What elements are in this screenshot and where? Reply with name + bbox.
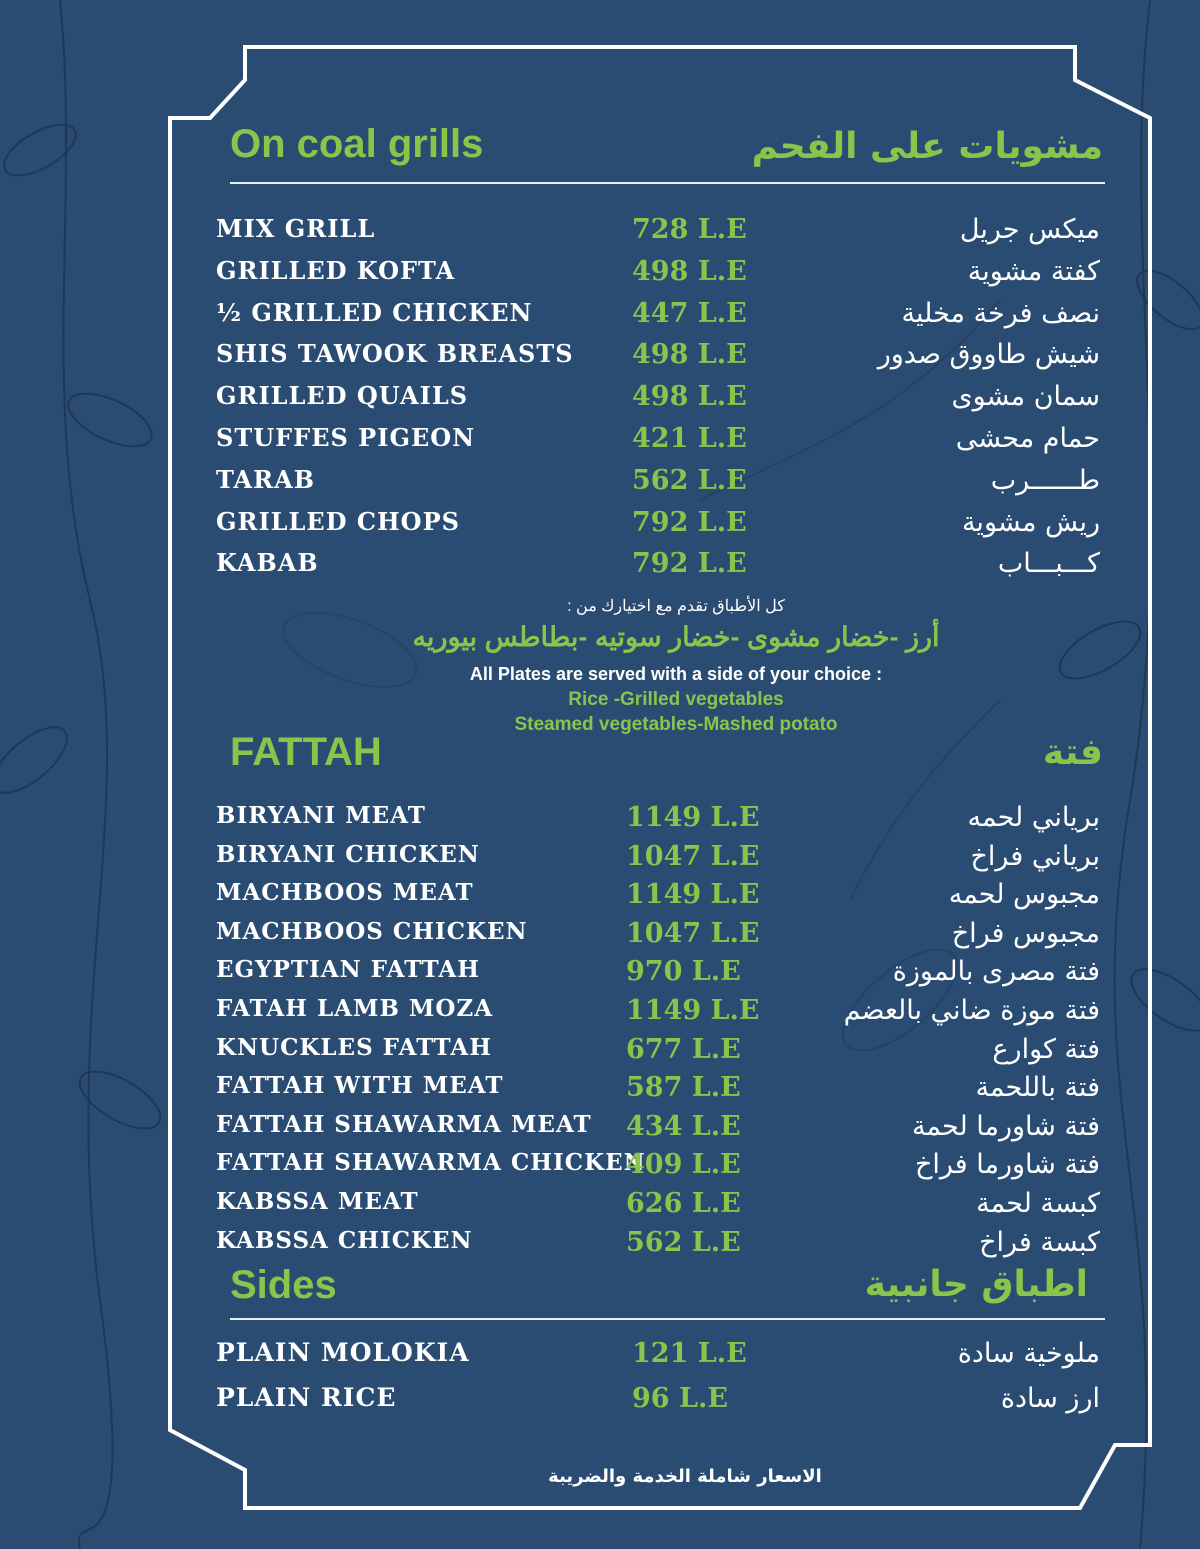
item-price: 728 L.E: [632, 214, 747, 245]
item-price: 792 L.E: [632, 548, 747, 580]
sides-note-ar: كل الأطباق تقدم مع اختيارك من :: [567, 598, 785, 615]
item-name-en: KABSSA MEAT: [216, 1188, 419, 1215]
item-name-ar: فتة موزة ضاني بالعضم: [843, 995, 1100, 1026]
item-name-en: BIRYANI MEAT: [216, 802, 426, 829]
prices-include-service-note: الاسعار شاملة الخدمة والضريبة: [548, 1466, 822, 1487]
item-name-ar: ريش مشوية: [961, 506, 1100, 538]
sides-options-en-1: Rice -Grilled vegetables: [568, 689, 784, 710]
item-price: 1149 L.E: [626, 802, 760, 833]
grills-title-ar: مشويات على الفحم: [751, 126, 1103, 167]
item-name-en: BIRYANI CHICKEN: [216, 840, 480, 868]
item-name-en: KNUCKLES FATTAH: [216, 1033, 492, 1061]
item-name-en: GRILLED QUAILS: [216, 381, 469, 411]
item-name-en: KABSSA CHICKEN: [216, 1226, 473, 1254]
item-name-en: MACHBOOS CHICKEN: [216, 917, 528, 945]
fattah-title-ar: فتة: [1042, 732, 1103, 773]
item-name-ar: مجبوس فراخ: [951, 917, 1100, 949]
item-name-ar: ارز سادة: [1000, 1383, 1100, 1414]
item-price: 421 L.E: [632, 423, 747, 454]
item-price: 434 L.E: [626, 1110, 741, 1142]
item-name-en: SHIS TAWOOK BREASTS: [216, 339, 574, 369]
item-name-ar: ميكس جريل: [959, 214, 1100, 245]
item-name-en: KABAB: [216, 548, 319, 578]
item-name-ar: كـــبـــاب: [997, 548, 1100, 580]
item-name-ar: برياني فراخ: [970, 840, 1101, 872]
item-price: 587 L.E: [626, 1072, 741, 1104]
item-name-en: GRILLED CHOPS: [216, 506, 460, 536]
item-name-ar: مجبوس لحمه: [948, 879, 1100, 911]
item-name-ar: فتة شاورما لحمة: [911, 1110, 1100, 1142]
item-price: 562 L.E: [626, 1226, 741, 1258]
item-name-en: MIX GRILL: [216, 214, 376, 243]
item-price: 1149 L.E: [626, 995, 760, 1026]
item-price: 1047 L.E: [626, 840, 760, 872]
item-name-ar: سمان مشوى: [951, 381, 1101, 413]
sides-title-ar: اطباق جانبية: [864, 1264, 1088, 1305]
item-price: 626 L.E: [626, 1188, 741, 1219]
item-price: 677 L.E: [626, 1033, 741, 1065]
item-name-ar: طــــــرب: [990, 464, 1100, 496]
item-name-en: FATTAH SHAWARMA CHICKEN: [216, 1149, 646, 1177]
item-name-ar: كبسة لحمة: [976, 1188, 1100, 1219]
item-price: 1149 L.E: [626, 879, 760, 911]
item-name-ar: حمام محشى: [955, 423, 1100, 454]
item-name-ar: كفتة مشوية: [967, 255, 1100, 287]
item-price: 1047 L.E: [626, 917, 760, 949]
sides-note-en: All Plates are served with a side of you…: [469, 664, 883, 684]
item-name-ar: فتة كوارع: [992, 1033, 1100, 1065]
item-name-ar: ملوخية سادة: [957, 1338, 1100, 1369]
item-name-ar: فتة شاورما فراخ: [914, 1149, 1100, 1181]
item-name-en: PLAIN MOLOKIA: [216, 1338, 470, 1367]
item-price: 96 L.E: [632, 1383, 728, 1414]
item-name-ar: نصف فرخة مخلية: [901, 297, 1100, 329]
divider: [230, 182, 1105, 184]
item-name-en: MACHBOOS MEAT: [216, 879, 474, 907]
item-name-ar: كبسة فراخ: [979, 1226, 1100, 1258]
grills-title-en: On coal grills: [230, 122, 484, 166]
sides-options-en-2: Steamed vegetables-Mashed potato: [514, 714, 838, 735]
item-price: 792 L.E: [632, 506, 747, 538]
sides-options-ar: أرز -خضار مشوى -خضار سوتيه -بطاطس بيوريه: [412, 622, 940, 652]
item-name-en: FATTAH WITH MEAT: [216, 1072, 504, 1100]
item-price: 562 L.E: [632, 464, 747, 496]
fattah-title-en: FATTAH: [230, 730, 382, 774]
item-name-en: EGYPTIAN FATTAH: [216, 956, 480, 984]
item-price: 970 L.E: [626, 956, 741, 988]
item-name-en: ½ GRILLED CHICKEN: [216, 297, 533, 327]
item-price: 498 L.E: [632, 381, 747, 413]
item-name-ar: فتة باللحمة: [975, 1072, 1100, 1104]
item-name-en: STUFFES PIGEON: [216, 423, 476, 452]
item-price: 447 L.E: [632, 297, 747, 329]
sides-title-en: Sides: [230, 1263, 337, 1307]
item-price: 498 L.E: [632, 339, 747, 371]
item-name-en: TARAB: [216, 464, 316, 494]
item-name-en: PLAIN RICE: [216, 1383, 397, 1412]
item-name-en: FATAH LAMB MOZA: [216, 995, 494, 1022]
item-price: 409 L.E: [626, 1149, 741, 1181]
item-name-en: FATTAH SHAWARMA MEAT: [216, 1110, 592, 1138]
item-price: 498 L.E: [632, 255, 747, 287]
item-name-ar: شيش طاووق صدور: [877, 339, 1100, 371]
item-name-ar: برياني لحمه: [967, 802, 1101, 833]
item-name-ar: فتة مصرى بالموزة: [892, 956, 1100, 988]
divider: [230, 1318, 1105, 1320]
item-name-en: GRILLED KOFTA: [216, 255, 456, 285]
item-price: 121 L.E: [632, 1338, 747, 1369]
